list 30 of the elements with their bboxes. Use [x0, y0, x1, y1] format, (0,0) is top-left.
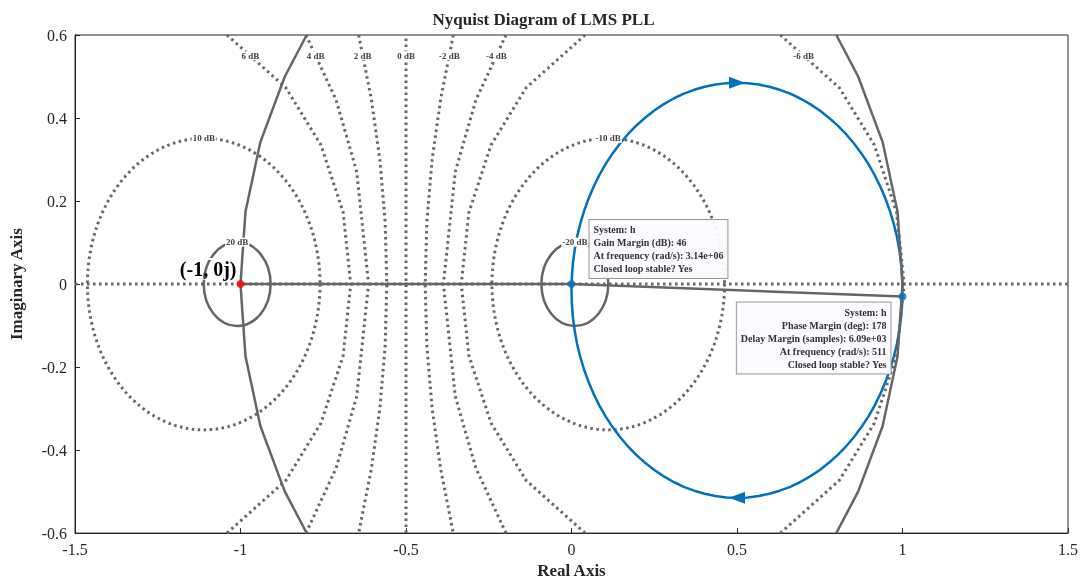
annotation: 10 dB [192, 133, 215, 144]
y-tick-label: 0.4 [47, 109, 67, 127]
annotation: -2 dB [438, 50, 460, 61]
annotation: -4 dB [485, 50, 507, 61]
x-tick-label: -0.5 [393, 540, 419, 558]
y-tick-label: -0.6 [41, 524, 67, 542]
y-tick-label: 0.6 [47, 26, 67, 44]
annotation: 6 dB [241, 50, 260, 61]
x-tick-label: -1 [233, 540, 248, 558]
x-tick-label: 0.5 [727, 540, 747, 558]
annotation: 4 dB [306, 50, 325, 61]
y-tick-label: -0.4 [41, 441, 67, 459]
x-tick-label: -1.5 [62, 540, 88, 558]
x-axis-title: Real Axis [537, 561, 607, 580]
x-tick-label: 0 [567, 540, 576, 558]
chart-title: Nyquist Diagram of LMS PLL [432, 10, 655, 29]
y-tick-label: 0 [59, 275, 67, 293]
annotation: -10 dB [595, 133, 621, 144]
y-axis-title: Imaginary Axis [7, 227, 26, 341]
annotation: 0 dB [397, 50, 415, 61]
annotation: -6 dB [793, 50, 814, 61]
annotation: System: h Phase Margin (deg): 178 Delay Margin (samples): 6.09e+03 At frequency (rad/s): 511 Closed loop stable? Yes [740, 306, 887, 370]
annotation: 20 dB [226, 237, 249, 248]
y-tick-label: 0.2 [47, 192, 67, 210]
annotation: -20 dB [562, 237, 588, 248]
x-tick-label: 1.5 [1058, 540, 1078, 558]
annotation: 2 dB [353, 50, 372, 61]
y-tick-label: -0.2 [41, 358, 67, 376]
annotation: System: h Gain Margin (dB): 46 At frequency (rad/s): 3.14e+06 Closed loop stable? Yes [593, 224, 724, 275]
x-tick-label: 1 [898, 540, 907, 558]
